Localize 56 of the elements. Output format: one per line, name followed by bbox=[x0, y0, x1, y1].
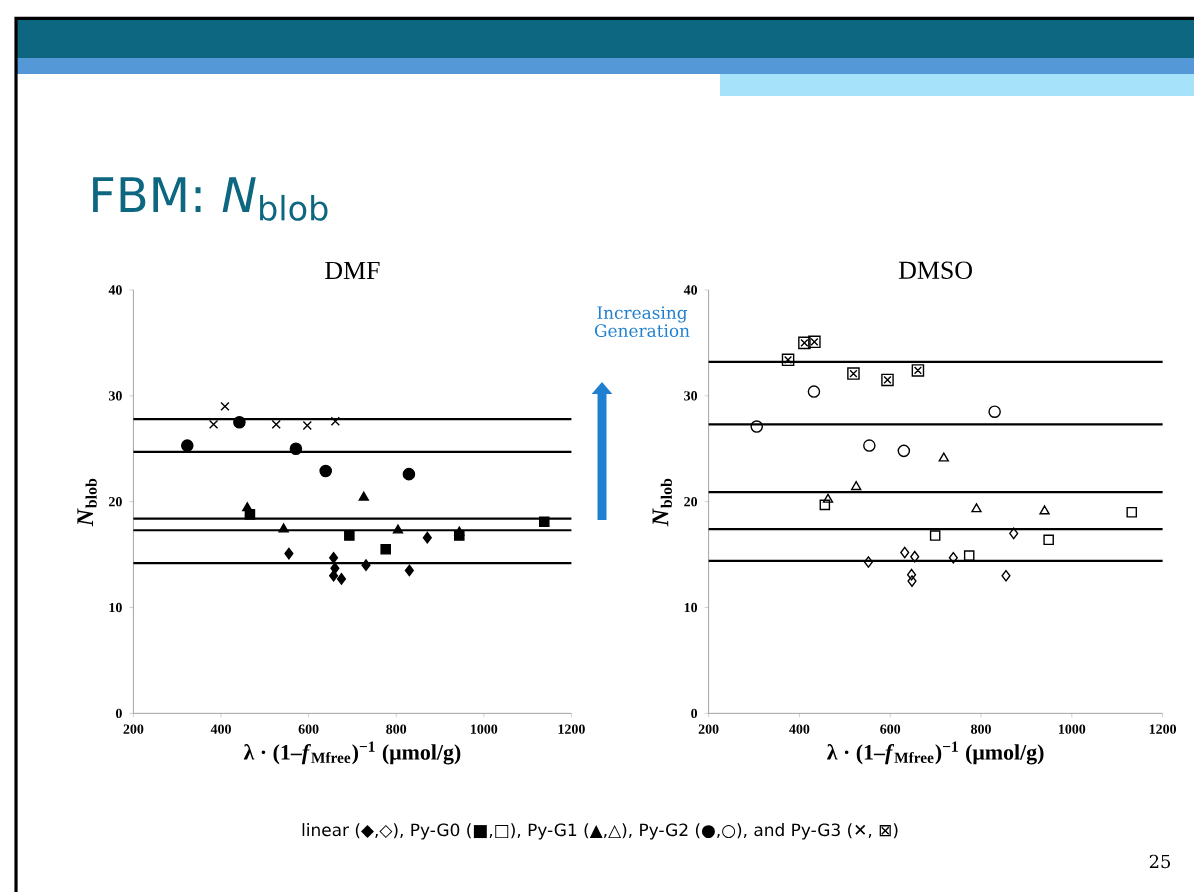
point bbox=[302, 420, 312, 431]
point bbox=[910, 550, 920, 563]
point bbox=[538, 516, 550, 528]
point bbox=[900, 546, 910, 559]
text: FBM: N$_{blob}$ bbox=[93, 177, 328, 221]
point bbox=[781, 353, 795, 367]
point bbox=[392, 524, 404, 534]
point bbox=[929, 530, 941, 541]
point bbox=[422, 531, 432, 544]
point bbox=[361, 559, 371, 572]
text: linear (◆,◇), Py-G0 (■,□), Py-G1 (▲,△), Py-G2 (●,○), and Py-G3 (✕, ⊠) bbox=[302, 823, 898, 840]
point bbox=[344, 530, 355, 541]
point bbox=[454, 526, 465, 536]
point bbox=[897, 444, 911, 458]
point bbox=[380, 544, 391, 555]
point bbox=[907, 575, 917, 587]
point bbox=[948, 551, 958, 564]
point bbox=[819, 499, 831, 511]
point bbox=[284, 547, 294, 560]
y-axis-title: N$_{blob}$ bbox=[652, 478, 672, 527]
point bbox=[289, 442, 303, 456]
point bbox=[1009, 527, 1019, 540]
chart-title: DMF bbox=[325, 261, 380, 279]
chart-title: DMSO bbox=[898, 261, 972, 279]
point bbox=[181, 439, 194, 452]
point bbox=[220, 401, 230, 412]
point bbox=[319, 464, 332, 478]
point bbox=[1039, 505, 1050, 515]
point bbox=[863, 556, 874, 568]
text: 25 bbox=[1149, 854, 1171, 869]
point bbox=[850, 480, 862, 491]
point bbox=[358, 491, 369, 501]
x-axis-title: λ · (1–f$_{Mfree}$)$^{−1}$ (μmol/g) bbox=[243, 741, 461, 765]
point bbox=[208, 419, 219, 430]
point bbox=[822, 493, 834, 503]
point bbox=[963, 550, 975, 561]
point bbox=[402, 467, 416, 481]
point bbox=[911, 364, 925, 377]
point bbox=[336, 573, 347, 585]
point bbox=[330, 416, 340, 426]
point bbox=[1126, 506, 1138, 518]
point bbox=[271, 419, 281, 430]
y-axis-title: N$_{blob}$ bbox=[77, 478, 97, 527]
point bbox=[1043, 534, 1054, 546]
point bbox=[881, 373, 894, 387]
point bbox=[242, 502, 253, 512]
point bbox=[278, 523, 289, 533]
point bbox=[233, 416, 246, 429]
point bbox=[971, 503, 982, 513]
point bbox=[847, 367, 860, 380]
point bbox=[938, 452, 949, 462]
point bbox=[1001, 569, 1011, 582]
x-axis-title: λ · (1–f$_{Mfree}$)$^{−1}$ (μmol/g) bbox=[827, 741, 1044, 765]
text: Increasing Generation bbox=[594, 306, 690, 338]
point bbox=[906, 568, 917, 581]
point bbox=[404, 564, 414, 577]
